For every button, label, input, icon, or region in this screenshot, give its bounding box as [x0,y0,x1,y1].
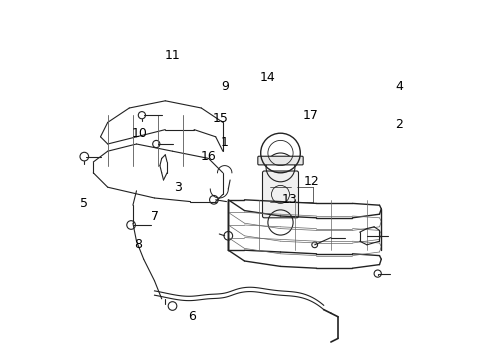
Text: 17: 17 [303,109,318,122]
Text: 12: 12 [303,175,318,188]
Text: 14: 14 [260,71,275,84]
Text: 13: 13 [281,193,297,206]
Text: 7: 7 [150,210,158,222]
Text: 5: 5 [80,197,88,210]
Text: 10: 10 [132,127,148,140]
Text: 9: 9 [220,80,228,93]
Text: 8: 8 [134,238,142,251]
Text: 1: 1 [220,136,228,149]
FancyBboxPatch shape [262,171,298,218]
Text: 6: 6 [188,310,196,323]
Text: 11: 11 [164,49,180,62]
Text: 4: 4 [395,80,403,93]
Text: 2: 2 [395,118,403,131]
Text: 3: 3 [174,181,182,194]
FancyBboxPatch shape [257,156,303,165]
Text: 15: 15 [213,112,228,125]
Text: 16: 16 [200,150,216,163]
